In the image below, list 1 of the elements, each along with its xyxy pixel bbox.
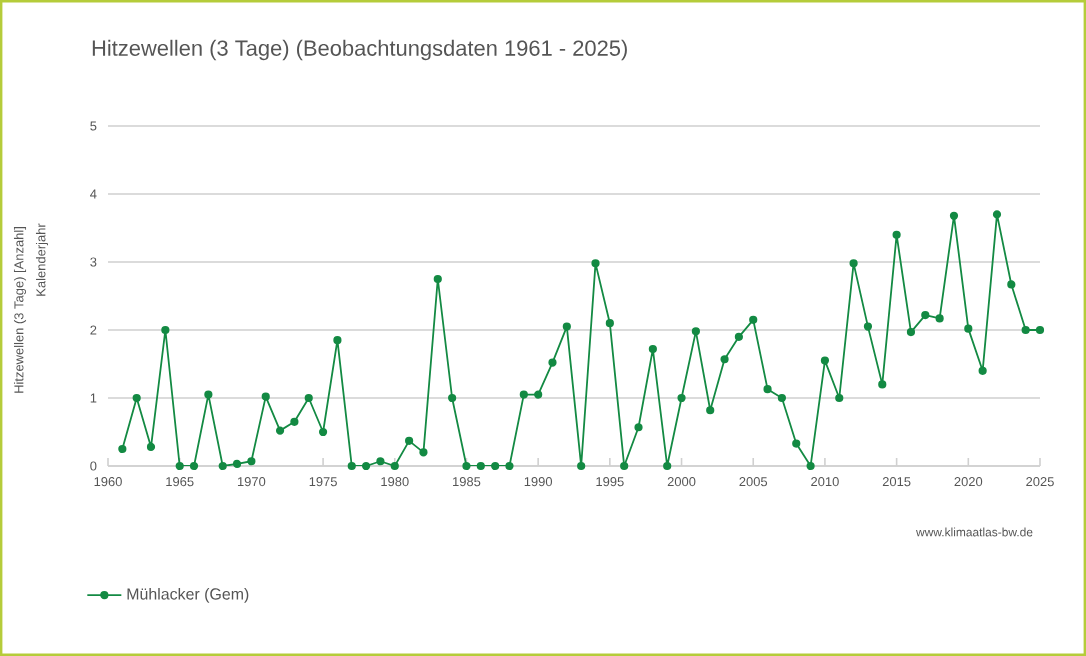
chart-title: Hitzewellen (3 Tage) (Beobachtungsdaten 1961 - 2025) [92, 39, 627, 61]
